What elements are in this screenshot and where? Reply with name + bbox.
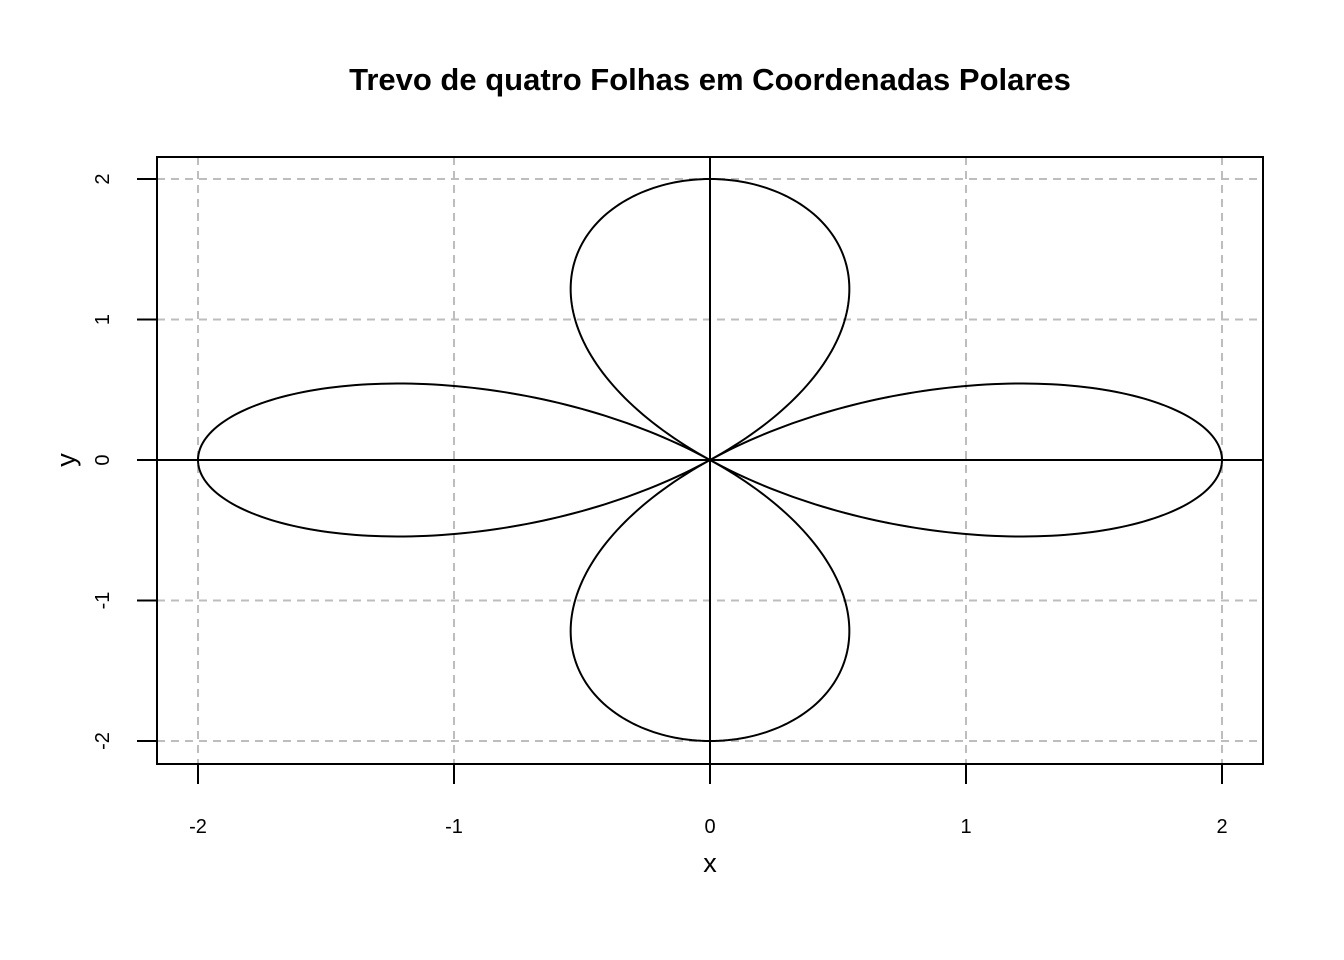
y-axis: -2 -1 0 1 2 [92, 173, 157, 750]
x-tick-label: -1 [445, 816, 463, 838]
x-tick-label: 1 [960, 816, 971, 838]
x-axis-label: x [703, 848, 717, 878]
x-tick-label: -2 [189, 816, 207, 838]
y-tick-label: 2 [92, 173, 114, 184]
y-tick-label: -2 [92, 732, 114, 750]
x-axis: -2 -1 0 1 2 [189, 764, 1228, 838]
four-leaf-clover-curve [196, 177, 1223, 743]
y-tick-label: 0 [92, 454, 114, 465]
y-tick-label: -1 [92, 592, 114, 610]
y-tick-label: 1 [92, 314, 114, 325]
y-axis-label: y [51, 453, 81, 467]
x-tick-label: 0 [704, 816, 715, 838]
chart-title: Trevo de quatro Folhas em Coordenadas Po… [349, 62, 1071, 97]
x-tick-label: 2 [1216, 816, 1227, 838]
plot-area [196, 177, 1223, 743]
